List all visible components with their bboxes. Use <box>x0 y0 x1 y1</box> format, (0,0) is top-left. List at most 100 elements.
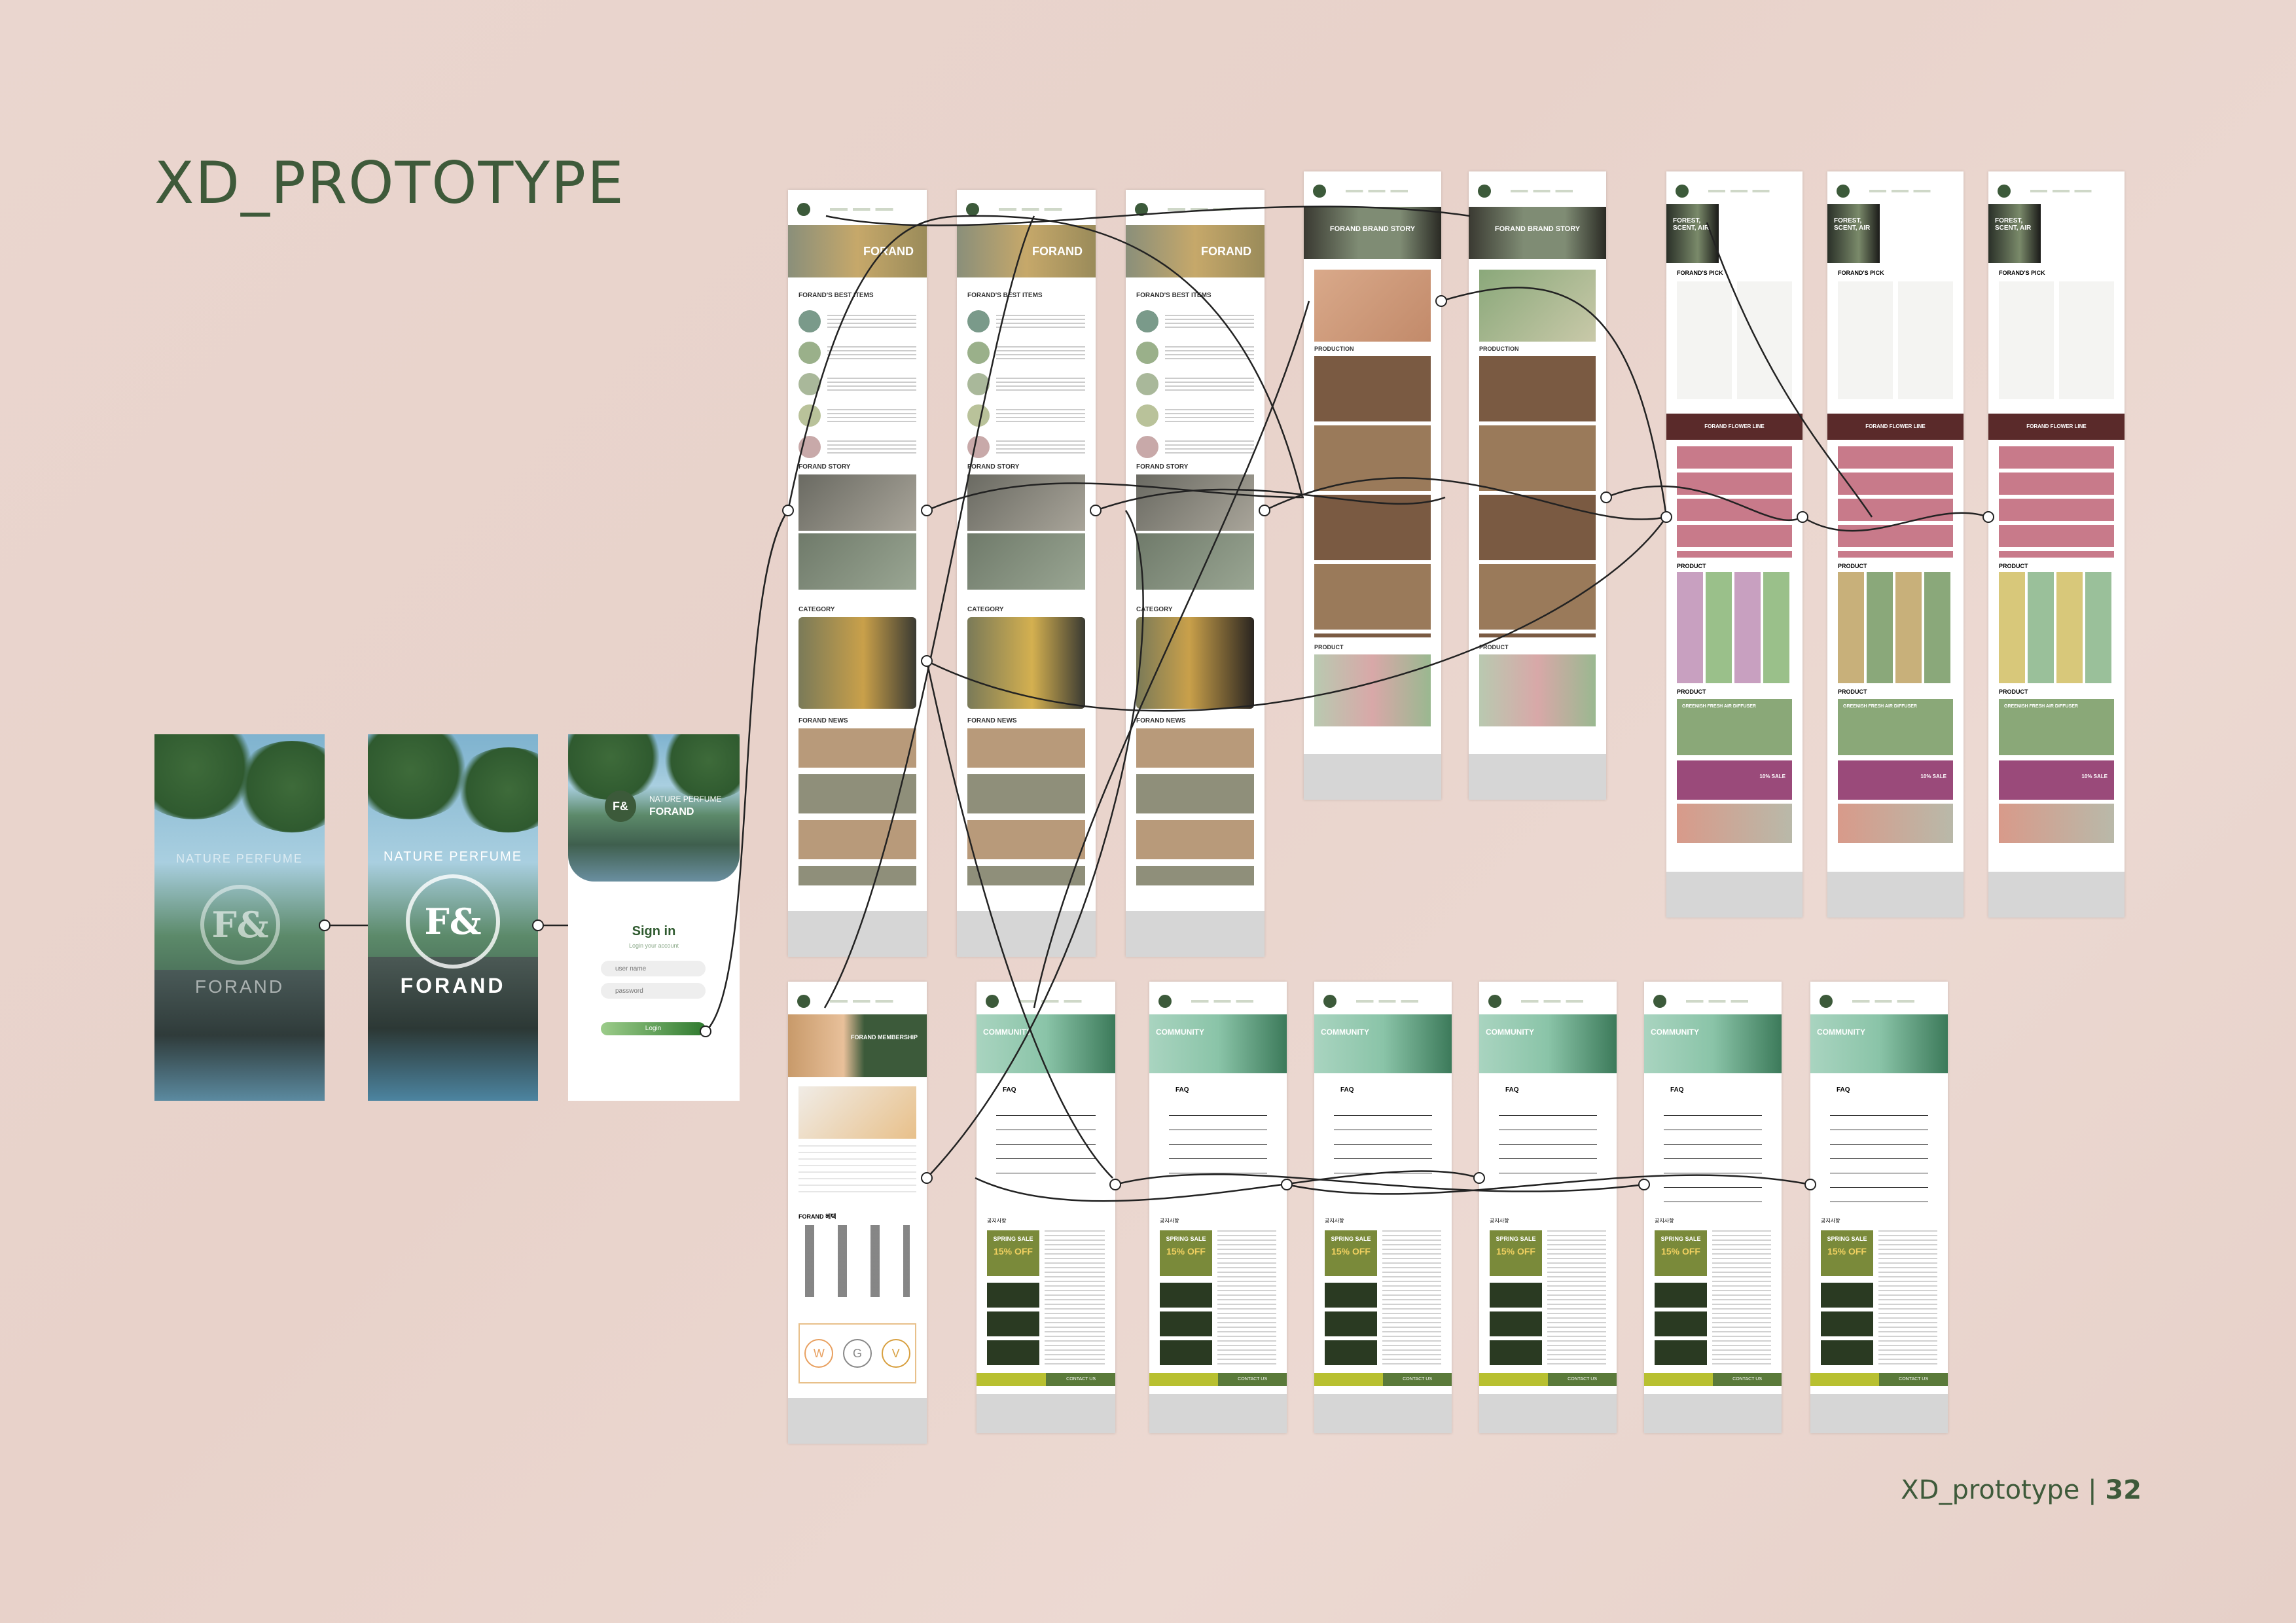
notice-heading: 공지사항 <box>1325 1218 1344 1224</box>
shop-hero: FOREST, SCENT, AIR <box>1827 204 1880 263</box>
sale-banner: 10% SALE <box>1677 760 1792 800</box>
notice-heading: 공지사항 <box>1821 1218 1840 1224</box>
product-heading: PRODUCT <box>1314 644 1344 651</box>
contact-button[interactable]: CONTACT US <box>1479 1373 1617 1386</box>
notice-heading: 공지사항 <box>987 1218 1007 1224</box>
diffuser-banner: GREENISH FRESH AIR DIFFUSER <box>1999 699 2114 755</box>
flower-line-heading: FORAND FLOWER LINE <box>1666 414 1803 440</box>
pick-heading: FORAND'S PICK <box>1999 270 2045 276</box>
login-tagline: NATURE PERFUME <box>649 794 722 804</box>
contact-button[interactable]: CONTACT US <box>977 1373 1115 1386</box>
story-heading: FORAND STORY <box>1136 463 1189 471</box>
brand-board-1: FORAND BRAND STORY PRODUCTION PRODUCT <box>1304 171 1441 800</box>
logo-icon <box>797 203 810 216</box>
login-screen: F& NATURE PERFUME FORAND Sign in Login y… <box>568 734 740 1101</box>
story-heading: FORAND STORY <box>798 463 851 471</box>
production-heading: PRODUCTION <box>1314 346 1354 352</box>
community-board-6: COMMUNITY FAQ 공지사항 SPRING SALE 15% OFF CO… <box>1810 982 1948 1433</box>
faq-heading: FAQ <box>1670 1086 1684 1094</box>
home-board-1: FORAND FORAND'S BEST ITEMS FORAND STORY … <box>788 190 927 957</box>
faq-heading: FAQ <box>1003 1086 1016 1094</box>
product-heading: PRODUCT <box>1838 688 1867 695</box>
community-board-3: COMMUNITY FAQ 공지사항 SPRING SALE 15% OFF CO… <box>1314 982 1452 1433</box>
diffuser-banner: GREENISH FRESH AIR DIFFUSER <box>1838 699 1953 755</box>
product-heading: PRODUCT <box>1677 688 1706 695</box>
logo-icon <box>1478 185 1491 198</box>
logo-icon <box>1135 203 1148 216</box>
flower-line-heading: FORAND FLOWER LINE <box>1827 414 1964 440</box>
signin-subheading: Login your account <box>628 942 679 949</box>
flower-line-heading: FORAND FLOWER LINE <box>1988 414 2125 440</box>
spring-sale-card: SPRING SALE 15% OFF <box>1490 1230 1542 1276</box>
shop-board-2: FOREST, SCENT, AIR FORAND'S PICK FORAND … <box>1827 171 1964 918</box>
category-heading: CATEGORY <box>798 606 835 613</box>
product-heading: PRODUCT <box>1999 563 2028 569</box>
home-hero: FORAND <box>957 225 1096 277</box>
logo-icon <box>1313 185 1326 198</box>
benefit-heading: FORAND 혜택 <box>798 1213 836 1220</box>
footer-label: XD_prototype <box>1901 1475 2080 1505</box>
pick-heading: FORAND'S PICK <box>1838 270 1884 276</box>
brand-hero: FORAND BRAND STORY <box>1304 207 1441 259</box>
category-heading: CATEGORY <box>1136 606 1173 613</box>
category-heading: CATEGORY <box>967 606 1004 613</box>
community-board-4: COMMUNITY FAQ 공지사항 SPRING SALE 15% OFF CO… <box>1479 982 1617 1433</box>
contact-button[interactable]: CONTACT US <box>1149 1373 1287 1386</box>
logo-icon <box>797 995 810 1008</box>
spring-sale-card: SPRING SALE 15% OFF <box>1821 1230 1873 1276</box>
logo-seal-icon: F& <box>406 874 500 969</box>
faq-heading: FAQ <box>1837 1086 1850 1094</box>
shop-board-3: FOREST, SCENT, AIR FORAND'S PICK FORAND … <box>1988 171 2125 918</box>
spring-sale-card: SPRING SALE 15% OFF <box>987 1230 1039 1276</box>
news-heading: FORAND NEWS <box>1136 717 1186 724</box>
faq-heading: FAQ <box>1505 1086 1519 1094</box>
logo-icon <box>986 995 999 1008</box>
contact-button[interactable]: CONTACT US <box>1314 1373 1452 1386</box>
community-hero: COMMUNITY <box>977 1014 1115 1073</box>
spring-sale-card: SPRING SALE 15% OFF <box>1160 1230 1212 1276</box>
news-heading: FORAND NEWS <box>967 717 1017 724</box>
tier-g-badge: G <box>842 1339 872 1368</box>
tier-v-badge: V <box>881 1339 910 1368</box>
login-button[interactable]: Login <box>601 1022 706 1035</box>
logo-icon <box>1653 995 1666 1008</box>
logo-icon <box>966 203 979 216</box>
login-logo-icon: F& <box>605 791 636 822</box>
contact-button[interactable]: CONTACT US <box>1810 1373 1948 1386</box>
notice-heading: 공지사항 <box>1655 1218 1674 1224</box>
splash-screen-1: NATURE PERFUME F& FORAND <box>154 734 325 1101</box>
splash-tagline: NATURE PERFUME <box>176 852 303 865</box>
faq-heading: FAQ <box>1340 1086 1354 1094</box>
page-number: 32 <box>2105 1475 2142 1505</box>
username-field[interactable] <box>601 961 706 976</box>
password-field[interactable] <box>601 983 706 999</box>
membership-board: FORAND MEMBERSHIP FORAND 혜택 W G V <box>788 982 927 1444</box>
logo-icon <box>1158 995 1172 1008</box>
best-items-heading: FORAND'S BEST ITEMS <box>967 292 1043 299</box>
page-footer: XD_prototype | 32 <box>1901 1475 2142 1505</box>
logo-icon <box>1676 185 1689 198</box>
splash-brand: FORAND <box>400 974 506 997</box>
notice-heading: 공지사항 <box>1490 1218 1509 1224</box>
story-heading: FORAND STORY <box>967 463 1020 471</box>
signin-heading: Sign in <box>632 924 676 938</box>
community-hero: COMMUNITY <box>1149 1014 1287 1073</box>
news-heading: FORAND NEWS <box>798 717 848 724</box>
footer-separator: | <box>2088 1475 2097 1505</box>
login-brand: FORAND <box>649 806 694 817</box>
best-items-heading: FORAND'S BEST ITEMS <box>798 292 874 299</box>
home-hero: FORAND <box>788 225 927 277</box>
shop-board-1: FOREST, SCENT, AIR FORAND'S PICK FORAND … <box>1666 171 1803 918</box>
product-heading: PRODUCT <box>1999 688 2028 695</box>
brand-board-2: FORAND BRAND STORY PRODUCTION PRODUCT <box>1469 171 1606 800</box>
home-board-2: FORAND FORAND'S BEST ITEMS FORAND STORY … <box>957 190 1096 957</box>
notice-heading: 공지사항 <box>1160 1218 1179 1224</box>
home-hero: FORAND <box>1126 225 1265 277</box>
home-board-3: FORAND FORAND'S BEST ITEMS FORAND STORY … <box>1126 190 1265 957</box>
logo-icon <box>1488 995 1501 1008</box>
diffuser-banner: GREENISH FRESH AIR DIFFUSER <box>1677 699 1792 755</box>
sale-banner: 10% SALE <box>1999 760 2114 800</box>
contact-button[interactable]: CONTACT US <box>1644 1373 1782 1386</box>
membership-hero: FORAND MEMBERSHIP <box>788 1014 927 1077</box>
pick-heading: FORAND'S PICK <box>1677 270 1723 276</box>
